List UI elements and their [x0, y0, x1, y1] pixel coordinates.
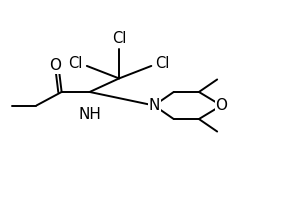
Text: Cl: Cl: [68, 56, 83, 71]
Text: NH: NH: [78, 107, 101, 122]
Text: Cl: Cl: [112, 31, 126, 46]
Text: O: O: [49, 58, 61, 73]
Text: N: N: [148, 98, 160, 113]
Text: O: O: [215, 98, 227, 113]
Text: Cl: Cl: [155, 56, 170, 71]
